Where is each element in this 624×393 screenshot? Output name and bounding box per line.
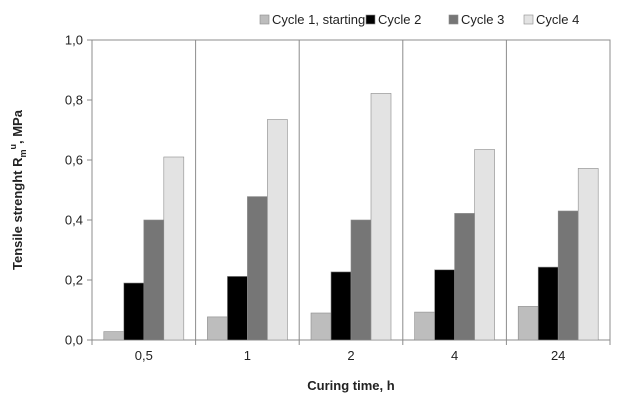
y-axis-title-text: Tensile strenght Rmu, MPa bbox=[8, 109, 28, 270]
bar bbox=[267, 119, 288, 341]
y-axis-title: Tensile strenght Rmu, MPa bbox=[8, 109, 28, 270]
bar bbox=[577, 168, 599, 341]
y-tick-label: 1,0 bbox=[65, 33, 83, 48]
bar bbox=[207, 316, 228, 341]
bar bbox=[557, 210, 579, 341]
y-tick-label: 0,8 bbox=[65, 93, 83, 108]
legend-swatch bbox=[523, 14, 534, 25]
bar bbox=[330, 271, 352, 341]
bar bbox=[454, 213, 475, 341]
bar bbox=[350, 219, 372, 341]
legend-label: Cycle 3 bbox=[461, 12, 504, 27]
x-tick-label: 24 bbox=[551, 348, 565, 363]
y-tick-label: 0,4 bbox=[65, 213, 83, 228]
bar bbox=[434, 269, 455, 341]
bar bbox=[163, 156, 185, 341]
bar bbox=[247, 196, 268, 341]
bar bbox=[537, 266, 559, 341]
bar bbox=[414, 311, 435, 341]
legend-label: Cycle 2 bbox=[378, 12, 421, 27]
x-tick-label: 4 bbox=[451, 348, 458, 363]
x-tick-label: 1 bbox=[244, 348, 251, 363]
y-tick-label: 0,0 bbox=[65, 333, 83, 348]
bar bbox=[227, 276, 248, 341]
legend-label: Cycle 1, starting bbox=[272, 12, 365, 27]
legend-swatch bbox=[365, 14, 376, 25]
bar bbox=[143, 219, 165, 341]
bar bbox=[123, 282, 145, 341]
legend-swatch bbox=[448, 14, 459, 25]
x-axis-title: Curing time, h bbox=[307, 378, 394, 393]
bar bbox=[370, 93, 392, 341]
bar bbox=[310, 312, 332, 341]
y-tick-label: 0,2 bbox=[65, 273, 83, 288]
y-tick-label: 0,6 bbox=[65, 153, 83, 168]
legend-label: Cycle 4 bbox=[536, 12, 579, 27]
legend: Cycle 1, starting Cycle 2 Cycle 3 Cycle 4 bbox=[259, 12, 579, 27]
bar bbox=[474, 149, 495, 341]
legend-swatch bbox=[259, 14, 270, 25]
x-tick-label: 2 bbox=[347, 348, 354, 363]
x-tick-label: 0,5 bbox=[135, 348, 153, 363]
bar bbox=[103, 331, 125, 341]
bar bbox=[517, 306, 539, 341]
plot-area: 0,00,20,40,60,81,00,5 1 2 4 24 bbox=[65, 33, 611, 363]
